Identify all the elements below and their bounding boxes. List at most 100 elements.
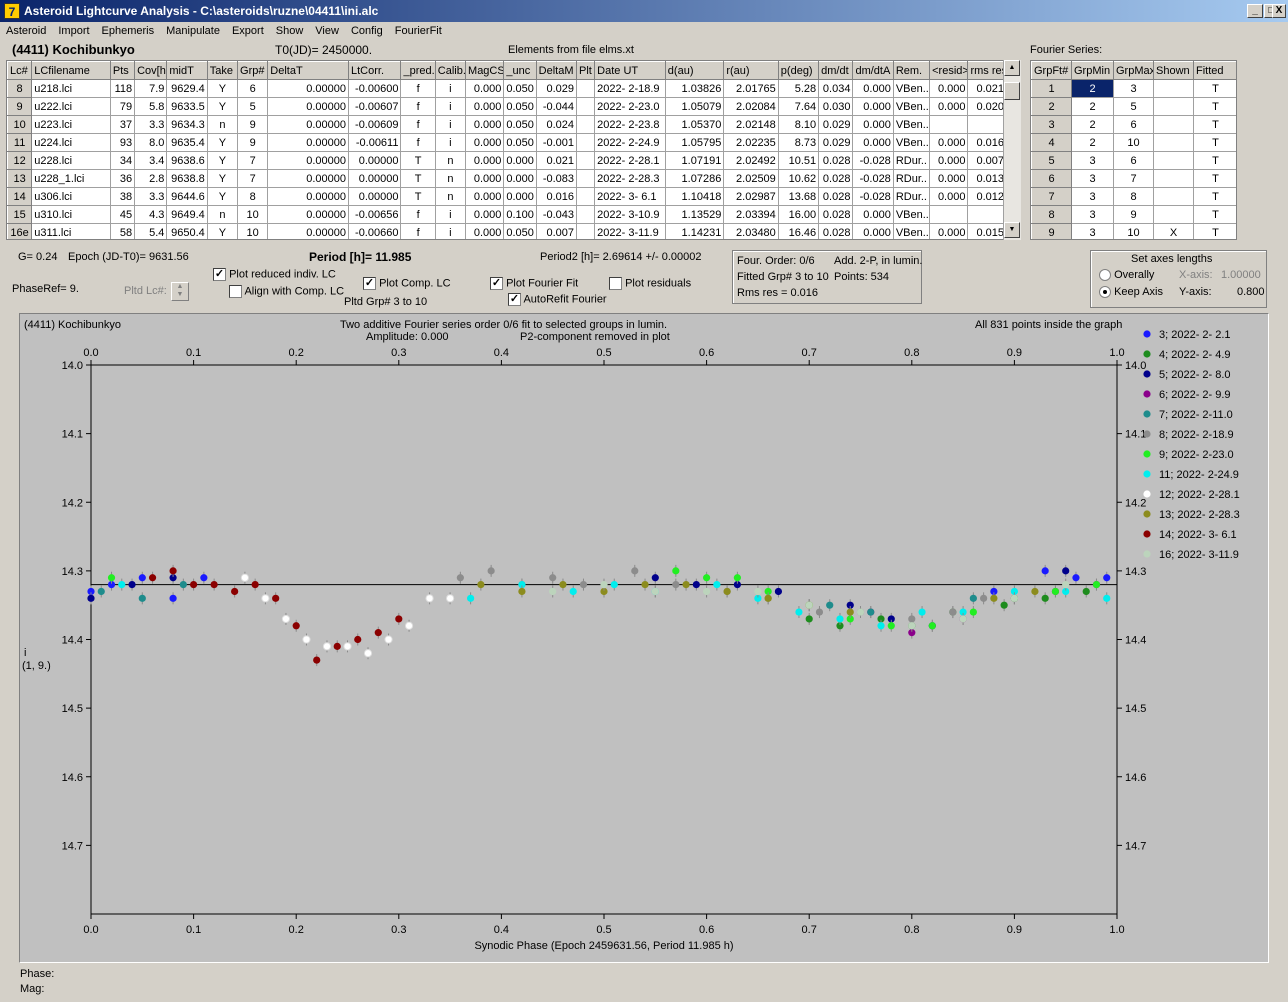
table-cell[interactable]: 2.01765 <box>723 79 779 98</box>
table-cell[interactable]: -0.00609 <box>347 115 402 134</box>
table-cell[interactable]: 0.000 <box>503 169 537 188</box>
table-cell[interactable]: 8.73 <box>777 133 820 152</box>
table-row[interactable]: 16e u311.lci 58 5.4 9650.4 Y 10 0.00000 -0.00660… <box>7 223 1007 239</box>
table-cell[interactable]: 5.8 <box>134 97 168 116</box>
table-cell[interactable]: 0.028 <box>818 151 854 170</box>
lc-col-header[interactable]: dm/dtA <box>852 61 894 80</box>
pltd-lc-spinner[interactable]: ▲ ▼ <box>171 282 189 301</box>
scroll-thumb[interactable] <box>1004 82 1020 100</box>
table-cell[interactable]: 0.000 <box>929 97 969 116</box>
table-cell[interactable]: X <box>1153 223 1194 239</box>
fourier-col-header[interactable]: GrpFt# <box>1031 61 1072 80</box>
scroll-up-icon[interactable]: ▲ <box>1004 60 1020 76</box>
table-cell[interactable]: i <box>434 205 467 224</box>
table-cell[interactable]: 0.000 <box>465 115 505 134</box>
table-cell[interactable]: T <box>1193 79 1236 98</box>
table-cell[interactable]: 36 <box>109 169 136 188</box>
table-cell[interactable]: 34 <box>109 151 136 170</box>
menu-view[interactable]: View <box>315 25 339 37</box>
table-cell[interactable]: 1.03826 <box>664 79 725 98</box>
table-cell[interactable] <box>1153 115 1194 134</box>
table-cell[interactable]: -0.00611 <box>347 133 402 152</box>
table-row[interactable]: 8 u218.lci 118 7.9 9629.4 Y 6 0.00000 -0.00600 f i… <box>7 79 1007 98</box>
table-cell[interactable]: 3 <box>1071 151 1114 170</box>
row-header[interactable]: 13 <box>7 169 33 188</box>
row-header[interactable]: 7 <box>1031 187 1072 206</box>
table-cell[interactable]: Y <box>206 187 239 206</box>
table-cell[interactable]: 2022- 2-28.1 <box>594 151 666 170</box>
table-cell[interactable]: 10 <box>237 205 269 224</box>
table-cell[interactable]: 0.028 <box>818 223 854 239</box>
table-cell[interactable]: RDur.. <box>892 169 931 188</box>
table-cell[interactable]: 0.000 <box>852 115 894 134</box>
table-cell[interactable]: 118 <box>109 79 136 98</box>
menu-config[interactable]: Config <box>350 25 383 37</box>
cb-reduced[interactable]: ✓ Plot reduced indiv. LC <box>213 268 336 281</box>
fourier-col-header[interactable]: Shown <box>1153 61 1194 80</box>
table-cell[interactable]: u306.lci <box>31 187 111 206</box>
table-cell[interactable]: f <box>400 79 436 98</box>
table-cell[interactable]: 9634.3 <box>166 115 208 134</box>
radio-keepaxis-circle[interactable] <box>1099 286 1111 299</box>
table-cell[interactable]: 0.000 <box>852 133 894 152</box>
table-cell[interactable]: 0.00000 <box>347 151 402 170</box>
table-cell[interactable]: u222.lci <box>31 97 111 116</box>
table-cell[interactable]: 2.03394 <box>723 205 779 224</box>
table-cell[interactable]: Y <box>206 223 239 239</box>
table-cell[interactable]: 16.46 <box>777 223 820 239</box>
table-row[interactable]: 15 u310.lci 45 4.3 9649.4 n 10 0.00000 -0.00656 f… <box>7 205 1007 224</box>
table-cell[interactable] <box>576 97 596 116</box>
table-cell[interactable]: 37 <box>109 115 136 134</box>
table-cell[interactable]: 93 <box>109 133 136 152</box>
table-cell[interactable]: 3 <box>1071 223 1114 239</box>
table-cell[interactable]: 2022- 2-23.0 <box>594 97 666 116</box>
table-cell[interactable]: 0.000 <box>929 187 969 206</box>
table-cell[interactable] <box>1153 151 1194 170</box>
table-cell[interactable]: VBen.. <box>892 133 931 152</box>
table-cell[interactable]: 1.05795 <box>664 133 725 152</box>
lc-col-header[interactable]: Plt <box>576 61 596 80</box>
table-cell[interactable]: 0.000 <box>852 79 894 98</box>
table-cell[interactable]: u218.lci <box>31 79 111 98</box>
table-cell[interactable]: 0.030 <box>818 97 854 116</box>
table-cell[interactable]: i <box>434 115 467 134</box>
table-cell[interactable]: T <box>1193 115 1236 134</box>
table-cell[interactable] <box>1153 169 1194 188</box>
lightcurve-chart[interactable]: 0.0 0.0 0.1 0.1 0.2 0.2 0.3 0.3 0.4 0.4 0.5 0.5 0.6 0… <box>20 314 1270 962</box>
row-header[interactable]: 12 <box>7 151 33 170</box>
table-cell[interactable]: u224.lci <box>31 133 111 152</box>
row-header[interactable]: 5 <box>1031 151 1072 170</box>
lc-col-header[interactable]: midT <box>166 61 208 80</box>
table-cell[interactable] <box>967 205 1007 224</box>
table-cell[interactable]: f <box>400 205 436 224</box>
row-header[interactable]: 2 <box>1031 97 1072 116</box>
table-cell[interactable]: 38 <box>109 187 136 206</box>
table-cell[interactable]: 2.8 <box>134 169 168 188</box>
cb-align[interactable]: Align with Comp. LC <box>229 285 344 298</box>
table-cell[interactable]: Y <box>206 133 239 152</box>
table-cell[interactable]: 0.000 <box>465 97 505 116</box>
table-cell[interactable]: T <box>1193 187 1236 206</box>
table-cell[interactable]: 2.02987 <box>723 187 779 206</box>
table-cell[interactable]: i <box>434 223 467 239</box>
table-cell[interactable]: 0.000 <box>503 187 537 206</box>
cb-fourier[interactable]: ✓ Plot Fourier Fit <box>490 277 579 290</box>
table-cell[interactable]: 0.000 <box>503 151 537 170</box>
table-cell[interactable]: 10 <box>237 223 269 239</box>
table-cell[interactable]: 0.013 <box>967 169 1007 188</box>
table-cell[interactable]: 7 <box>237 169 269 188</box>
table-cell[interactable]: 16.00 <box>777 205 820 224</box>
table-cell[interactable]: 7 <box>237 151 269 170</box>
table-cell[interactable]: T <box>1193 133 1236 152</box>
table-cell[interactable]: 0.000 <box>465 133 505 152</box>
table-cell[interactable]: VBen.. <box>892 115 931 134</box>
table-cell[interactable]: 2.03480 <box>723 223 779 239</box>
y-axis-value[interactable]: 0.800 <box>1237 286 1265 298</box>
table-cell[interactable]: 1.07191 <box>664 151 725 170</box>
table-row[interactable]: 11 u224.lci 93 8.0 9635.4 Y 9 0.00000 -0.00611 f i… <box>7 133 1007 152</box>
table-cell[interactable]: 0.050 <box>503 115 537 134</box>
